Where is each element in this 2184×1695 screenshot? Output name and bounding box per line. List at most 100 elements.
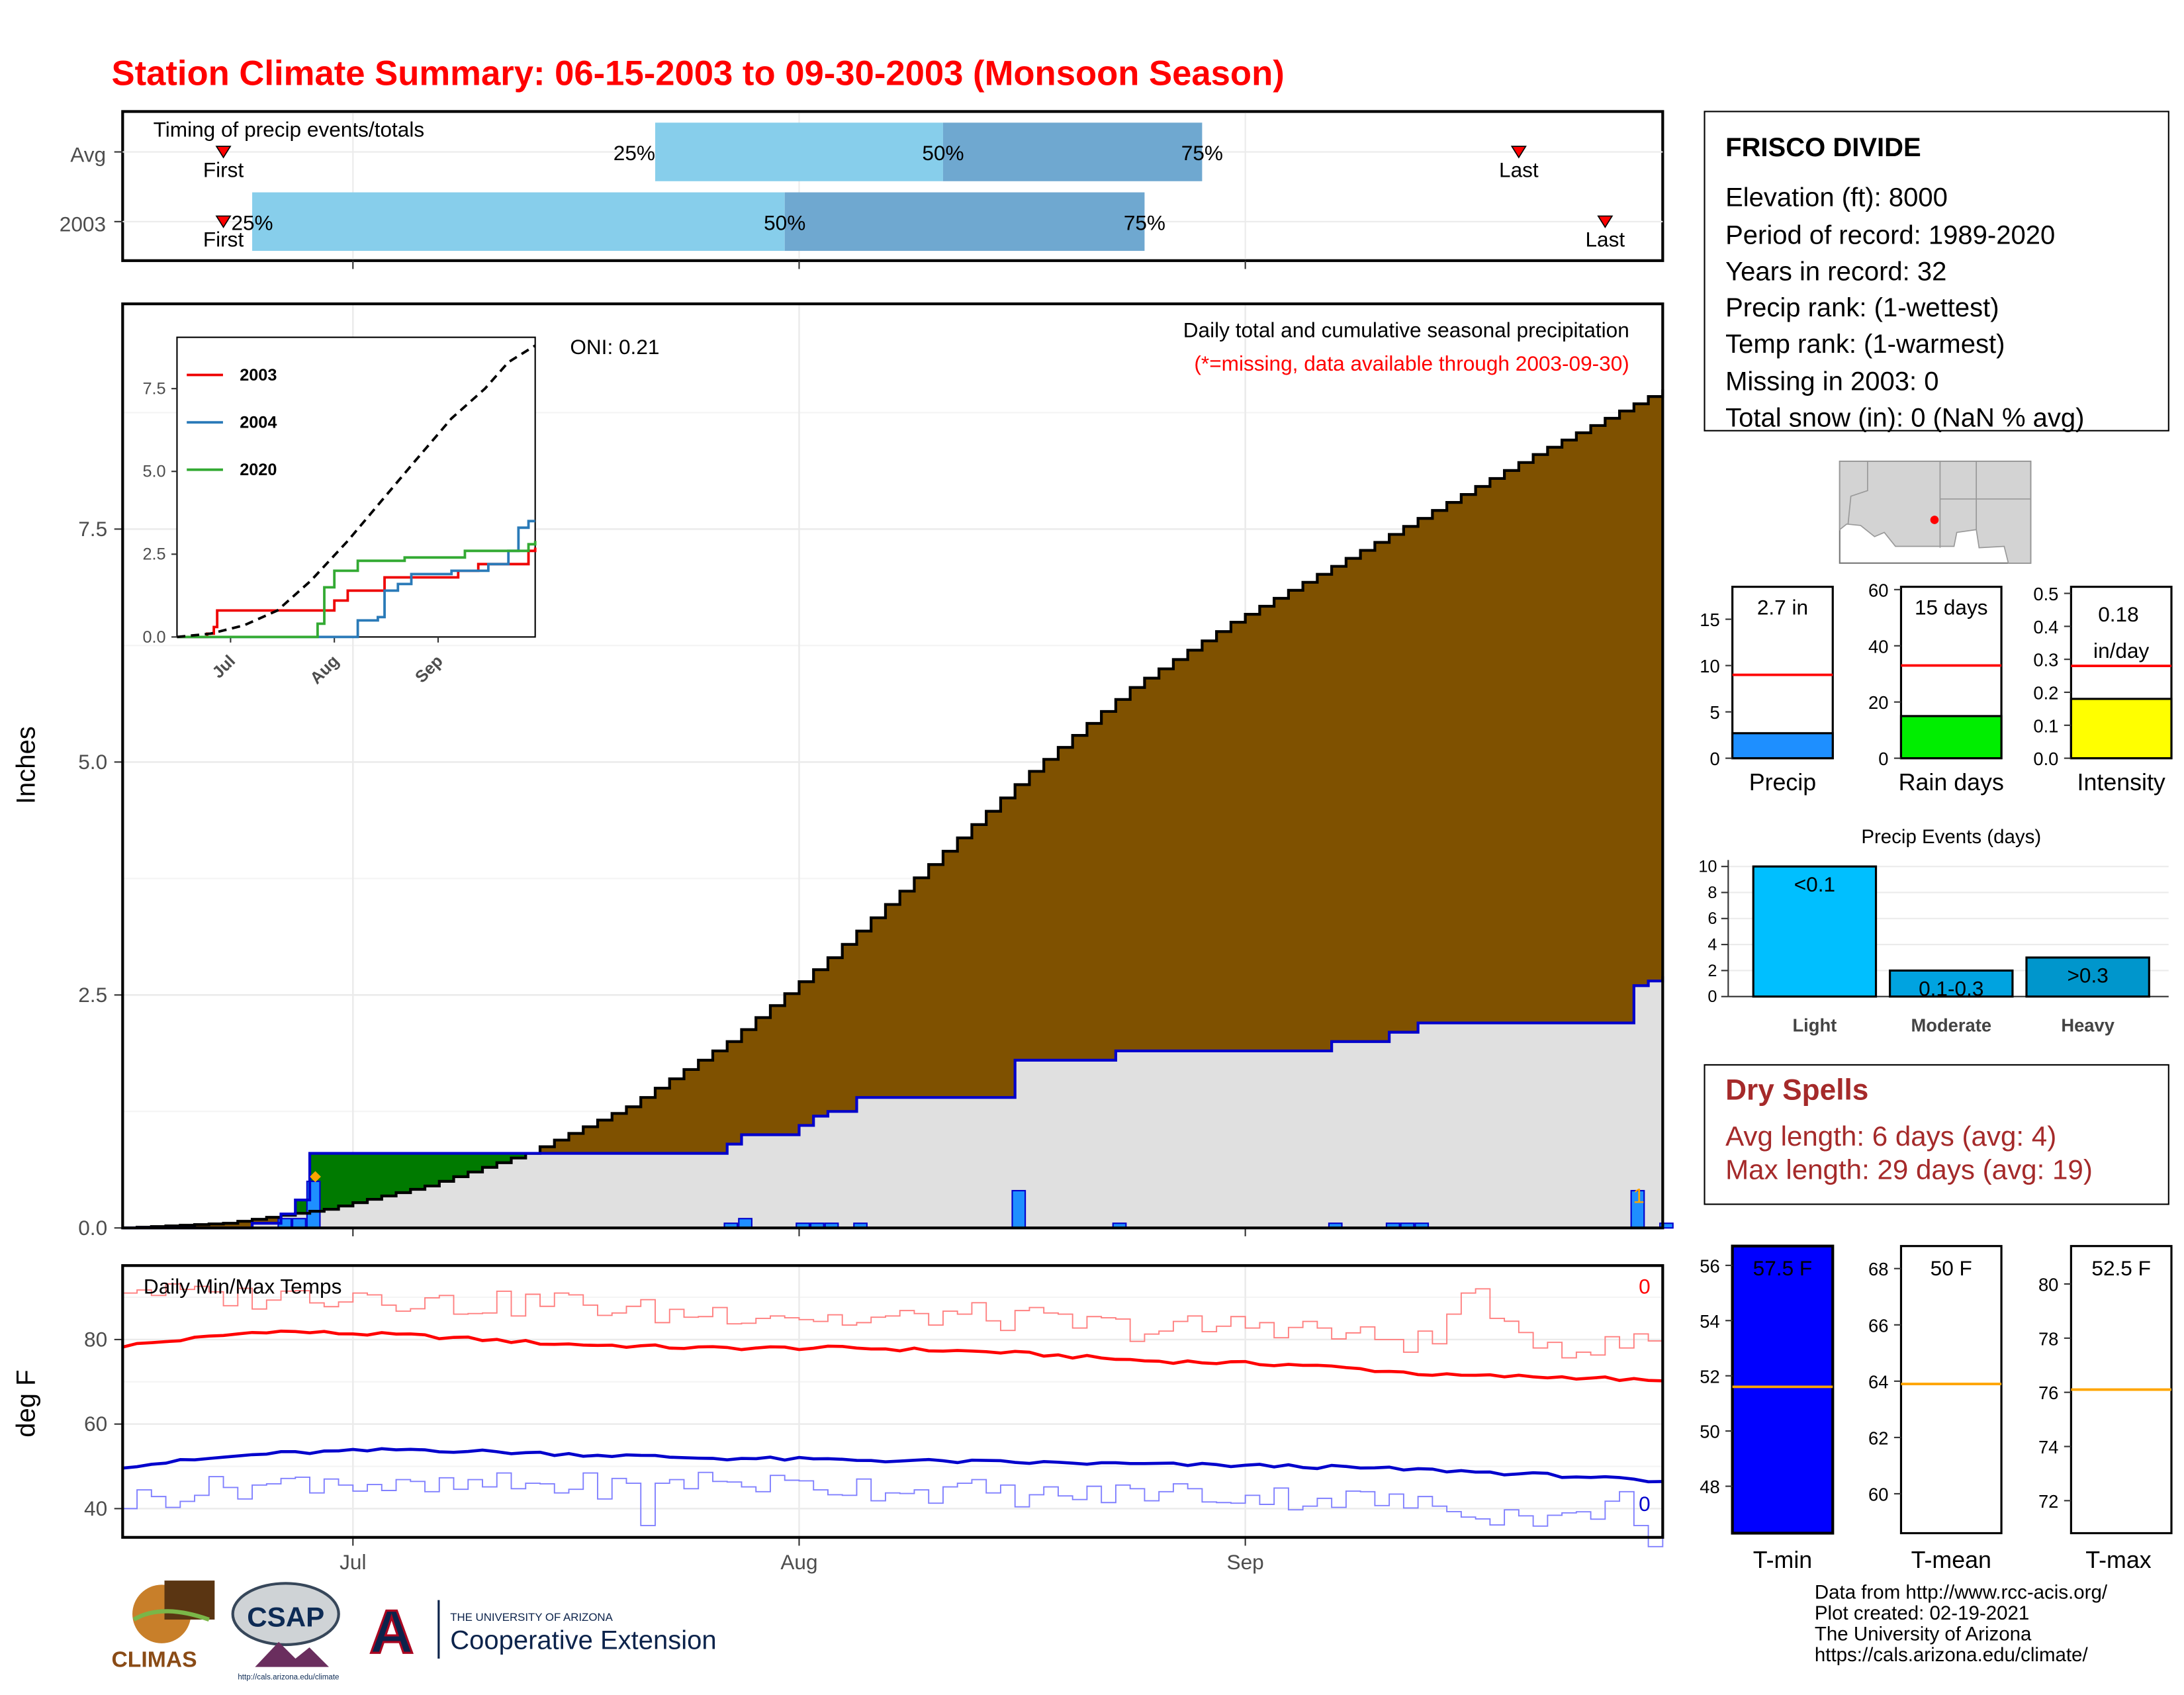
avg-cumulative-line (122, 389, 1664, 1230)
station-missing: Missing in 2003: 0 (1725, 367, 1938, 396)
temp-panel-frame (121, 1264, 1664, 1539)
precip-tick-label-3: 15 (1700, 610, 1719, 630)
tmin-label: T-min (1753, 1547, 1813, 1573)
tmin-value: 57.5 F (1753, 1256, 1813, 1280)
intensity-tick-label-3: 0.3 (2033, 650, 2058, 670)
events-bar-label-heavy: >0.3 (2067, 964, 2108, 987)
intensity-tick-label-5: 0.5 (2033, 584, 2058, 604)
timing-row-label-2003: 2003 (60, 212, 106, 236)
daily-min-temp-line (122, 1471, 1664, 1547)
tmean-frame (1899, 1245, 2003, 1535)
timing-bar-upper-2003 (784, 192, 1145, 252)
precip-bar (1731, 732, 1834, 760)
main-y-tick-label-1: 2.5 (78, 983, 107, 1007)
precip-caption: Daily total and cumulative seasonal prec… (1183, 318, 1629, 342)
observed-cumulative-area (122, 976, 1663, 1228)
precip-total-value: 2.7 in (1757, 596, 1808, 619)
inset-line-average (177, 344, 536, 639)
main-y-tick-label-3: 7.5 (78, 517, 107, 541)
events-cat-light: Light (1792, 1015, 1837, 1035)
intensity-unit: in/day (2093, 639, 2149, 663)
intensity-tick-label-4: 0.4 (2033, 617, 2058, 637)
footer-line-created: Plot created: 02-19-2021 (1815, 1602, 2029, 1624)
main-y-tick-label-2: 5.0 (78, 750, 107, 774)
inset-y-tick-label-2: 5.0 (142, 463, 165, 481)
events-tick-label-1: 2 (1707, 962, 1717, 980)
temp-y-axis-label: deg F (12, 1369, 41, 1437)
daily-precip-bar-2003-08-16 (1011, 1189, 1026, 1229)
climas-leaf-icon (132, 1609, 210, 1622)
temp-marks (122, 1283, 1664, 1547)
tmin-tick-label-3: 54 (1700, 1311, 1719, 1332)
temp-x-tick-label-jul: Jul (340, 1550, 366, 1574)
timing-label-p25-avg: 25% (614, 141, 655, 165)
inset-legend-label-2004: 2004 (240, 414, 277, 432)
ua-coop-extension: Cooperative Extension (450, 1626, 716, 1655)
timing-bar-upper-avg (942, 122, 1203, 181)
tmax-value: 52.5 F (2091, 1256, 2151, 1280)
avg-max-temp-line (122, 1329, 1663, 1383)
timing-label-p25-2003: 25% (231, 210, 273, 234)
timing-marker-last-avg (1510, 146, 1527, 159)
rain-days-tick-label-0: 0 (1878, 749, 1888, 769)
csap-url: http://cals.arizona.edu/climate (238, 1674, 339, 1682)
events-bar-heavy (2025, 956, 2150, 998)
map-landmass (1839, 461, 2032, 564)
timing-bar-lower-avg (655, 122, 943, 181)
csap-logo: CSAP http://cals.arizona.edu/climate (231, 1582, 340, 1682)
temp-summary-bars: T-min T-mean T-max 48 50 52 54 56 57.5 F 60 62 6… (1700, 1244, 2173, 1573)
inset-y-tick-label-1: 2.5 (142, 545, 165, 564)
rain-days-tick-label-3: 60 (1868, 580, 1888, 600)
station-temp-rank: Temp rank: (1-warmest) (1725, 330, 2005, 359)
timing-label-first-avg: First (203, 158, 244, 181)
temp-x-tick-label-sep: Sep (1227, 1550, 1264, 1574)
dry-spells-avg: Avg length: 6 days (avg: 4) (1725, 1121, 2056, 1152)
footer-credits: Data from http://www.rcc-acis.org/ Plot … (1815, 1581, 2108, 1666)
dry-spells-frame (1704, 1064, 2169, 1205)
precip-main-frame (121, 302, 1664, 1230)
intensity-bar (2070, 698, 2173, 760)
ua-block-a-background (359, 1602, 424, 1659)
rain-days-label: Rain days (1899, 769, 2004, 796)
daily-max-temp-line (122, 1283, 1664, 1359)
map-state-borders (1847, 461, 2031, 548)
above-average-area (281, 1153, 526, 1216)
inset-line-2020 (177, 541, 537, 639)
footer-line-url: https://cals.arizona.edu/climate/ (1815, 1644, 2089, 1666)
inset-frame (176, 336, 536, 638)
station-period: Period of record: 1989-2020 (1725, 221, 2055, 250)
rain-days-bar (1899, 715, 2003, 760)
timing-label-first-2003: First (203, 228, 244, 252)
inset-legend-label-2003: 2003 (240, 366, 277, 385)
tmin-tick-label-4: 56 (1700, 1256, 1719, 1276)
footer-line-university: The University of Arizona (1815, 1624, 2032, 1645)
tmean-tick-label-4: 68 (1868, 1259, 1888, 1279)
tmin-tick-label-1: 50 (1700, 1422, 1719, 1442)
intensity-tick-label-2: 0.2 (2033, 683, 2058, 704)
inset-y-tick-label-3: 7.5 (142, 380, 165, 398)
precip-y-axis-label: Inches (12, 726, 41, 804)
events-tick-label-5: 10 (1698, 858, 1717, 876)
locator-map (1839, 460, 2032, 564)
precip-tick-label-1: 5 (1709, 702, 1719, 723)
footer-line-data: Data from http://www.rcc-acis.org/ (1815, 1581, 2108, 1603)
tmax-label: T-max (2085, 1547, 2152, 1573)
events-tick-label-0: 0 (1707, 987, 1717, 1006)
events-tick-label-4: 8 (1707, 884, 1717, 902)
tmin-bar (1731, 1244, 1835, 1535)
intensity-label: Intensity (2077, 769, 2165, 796)
missing-note: (*=missing, data available through 2003-… (1194, 351, 1629, 375)
ua-divider (437, 1600, 440, 1659)
tmean-label: T-mean (1911, 1547, 1991, 1573)
station-info-box: FRISCO DIVIDE Elevation (ft): 8000 Perio… (1704, 111, 2169, 432)
temp-panel-background (122, 1265, 1663, 1537)
timing-marker-first-2003 (215, 215, 232, 228)
station-location-marker (1930, 516, 1939, 524)
logos: CLIMAS CSAP http://cals.arizona.edu/clim… (111, 1580, 717, 1682)
temp-min-count: 0 (1639, 1492, 1651, 1516)
station-years: Years in record: 32 (1725, 257, 1946, 286)
csap-cloud-icon (231, 1582, 340, 1647)
